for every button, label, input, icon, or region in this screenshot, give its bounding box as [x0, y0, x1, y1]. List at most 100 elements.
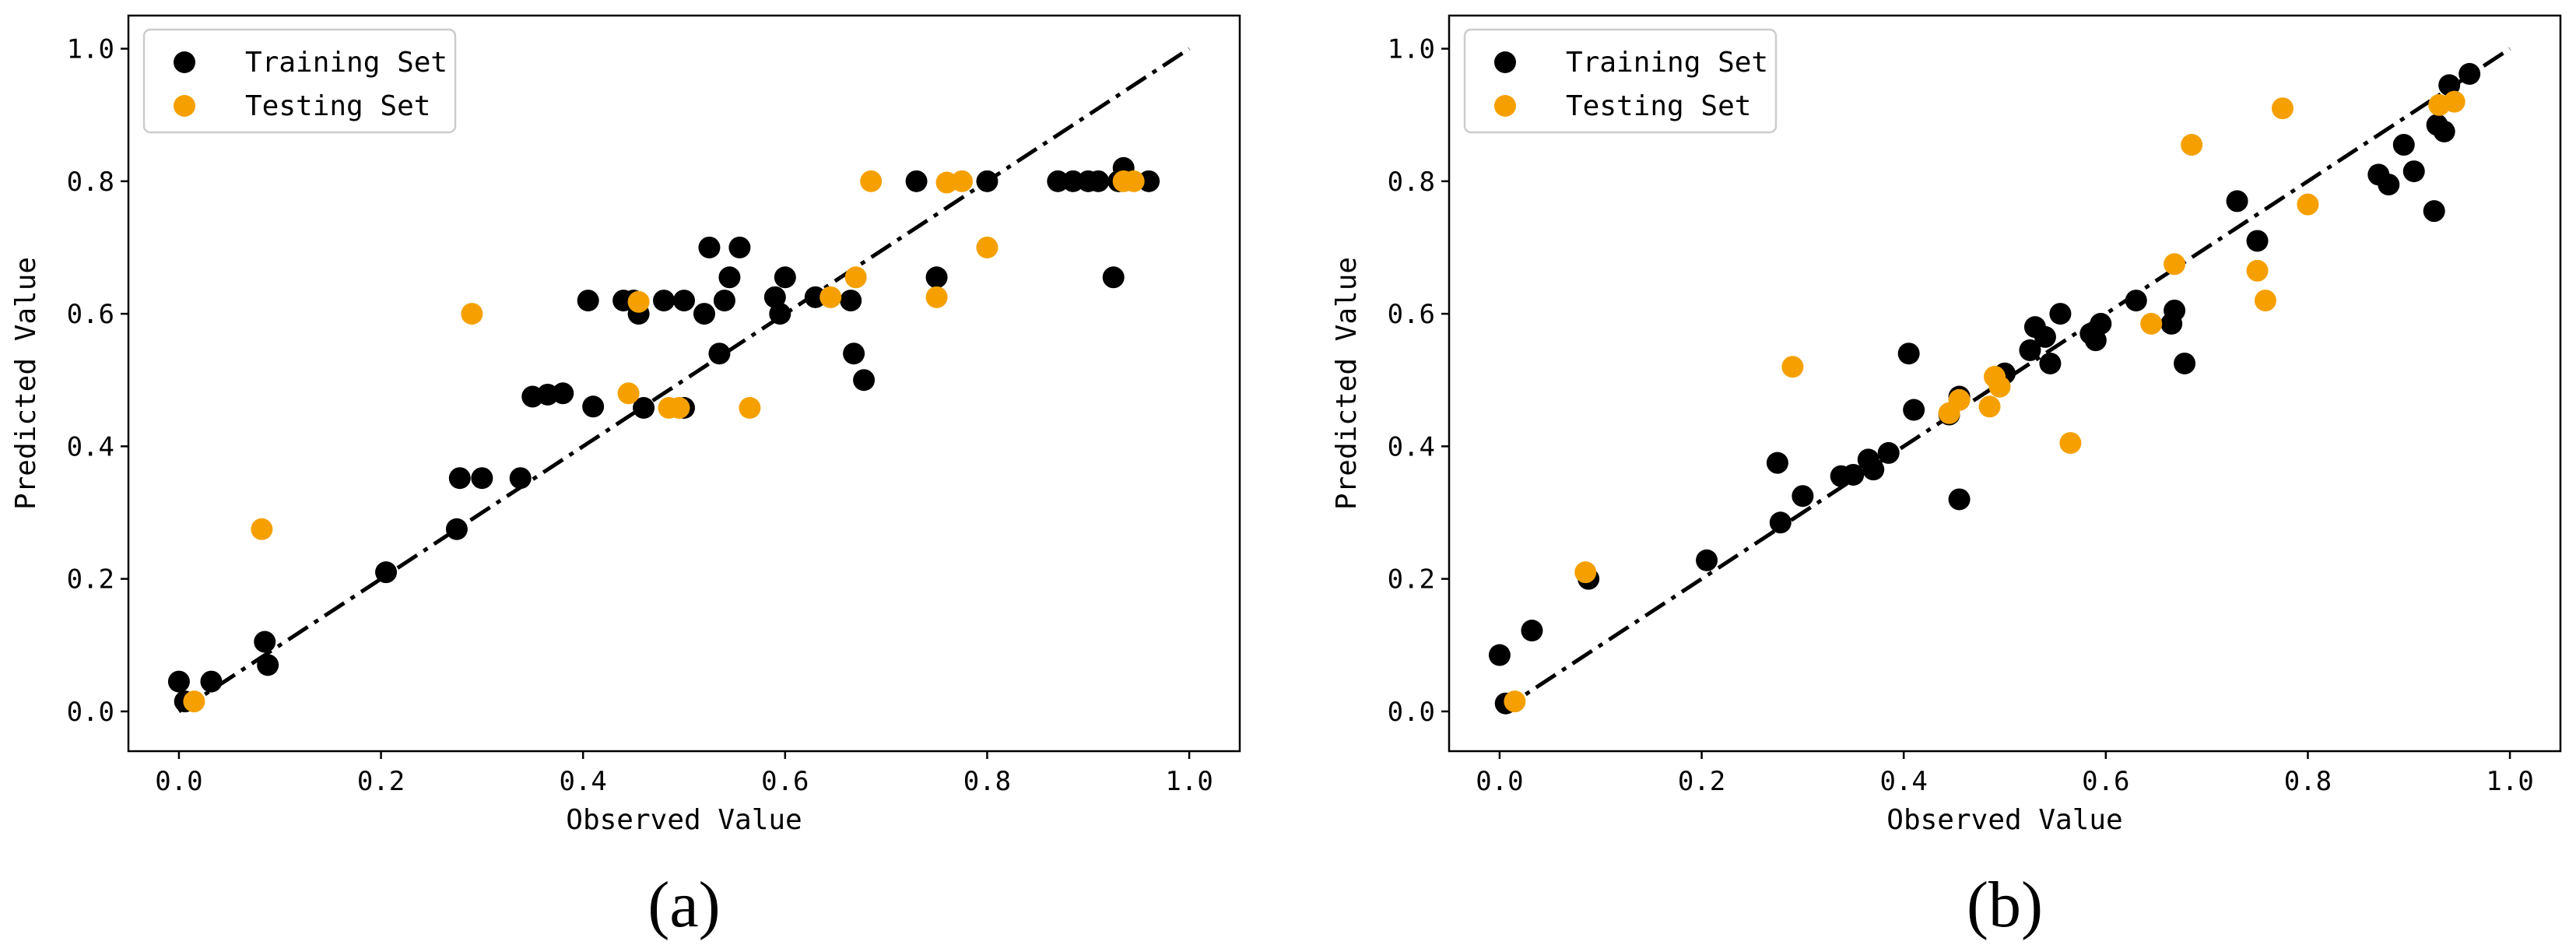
testing-point — [2254, 290, 2276, 312]
y-tick-label: 0.8 — [1388, 167, 1435, 198]
x-tick-label: 0.2 — [357, 766, 405, 797]
training-point — [2433, 120, 2455, 142]
testing-point — [1122, 170, 1145, 192]
training-point — [2246, 230, 2269, 252]
training-point — [976, 170, 998, 192]
y-tick-label: 0.4 — [1388, 431, 1435, 462]
training-point — [577, 290, 599, 312]
reference-line — [1498, 47, 2511, 714]
testing-point — [925, 286, 948, 308]
testing-point — [668, 397, 690, 419]
testing-point — [1988, 375, 2011, 398]
training-point — [1521, 620, 1543, 642]
training-point — [1948, 488, 1971, 511]
training-point — [2392, 134, 2415, 156]
training-point — [1862, 458, 1885, 481]
plot-frame — [127, 14, 1241, 753]
training-point — [925, 266, 948, 289]
series-training — [1488, 62, 2481, 715]
training-point — [693, 303, 715, 325]
training-point — [708, 343, 731, 365]
training-point — [653, 290, 676, 312]
testing-point — [1781, 356, 1804, 378]
training-point — [718, 266, 741, 289]
x-tick-label: 0.6 — [2082, 766, 2129, 797]
x-tick-label: 0.6 — [761, 766, 809, 797]
training-point — [2125, 290, 2147, 312]
y-axis-label: Predicted Value — [1331, 257, 1363, 510]
training-point — [2402, 160, 2425, 183]
testing-point — [976, 236, 998, 258]
y-tick-label: 0.2 — [1388, 564, 1435, 595]
testing-point — [951, 170, 973, 192]
training-point — [2174, 352, 2196, 374]
training-point — [2438, 74, 2461, 97]
training-point — [471, 467, 493, 490]
testing-point — [1504, 690, 1526, 713]
testing-point — [617, 382, 640, 405]
testing-point — [1574, 561, 1597, 584]
training-point — [843, 343, 865, 365]
panel-label: (b) — [1967, 869, 2043, 941]
testing-point — [2059, 432, 2082, 455]
x-axis-label: Observed Value — [1886, 804, 2122, 836]
training-point — [1062, 170, 1084, 192]
training-point — [2039, 352, 2062, 374]
training-point — [804, 286, 826, 308]
training-point — [673, 290, 695, 312]
training-point — [840, 290, 862, 312]
testing-point — [2272, 97, 2293, 120]
x-tick-label: 0.2 — [1678, 766, 1725, 797]
legend-label: Training Set — [245, 47, 447, 79]
y-tick-label: 0.6 — [67, 299, 114, 330]
training-point — [2226, 190, 2248, 213]
series-training — [167, 156, 1160, 713]
y-tick-label: 0.4 — [67, 431, 114, 462]
training-point — [2378, 174, 2400, 196]
training-point — [713, 290, 735, 312]
x-tick-label: 0.8 — [2284, 766, 2332, 797]
y-tick-label: 0.8 — [67, 167, 114, 198]
training-point — [1488, 644, 1511, 666]
training-point — [552, 382, 574, 405]
training-point — [1877, 441, 1900, 464]
training-point — [254, 631, 276, 653]
series-testing — [1504, 90, 2465, 713]
chart-panel-b: 0.0 0.2 0.4 0.6 0.8 1.0 0.0 0.2 0.4 0.6 0.8 1.0 Obse… — [1331, 14, 2562, 941]
training-point — [2164, 299, 2186, 321]
training-point — [445, 518, 468, 540]
training-point — [1842, 463, 1865, 486]
x-tick-label: 0.8 — [963, 766, 1011, 797]
legend-marker-testing — [174, 95, 195, 117]
series-testing — [183, 170, 1145, 713]
legend-marker-testing — [1494, 95, 1516, 117]
legend-box — [1463, 28, 1778, 134]
y-tick-label: 0.0 — [1388, 697, 1435, 728]
y-axis-label: Predicted Value — [10, 257, 42, 510]
testing-point — [2297, 193, 2319, 216]
testing-point — [251, 518, 273, 540]
testing-point — [1978, 395, 2001, 418]
training-point — [1696, 549, 1718, 571]
training-point — [1792, 485, 1814, 508]
training-point — [2034, 325, 2056, 348]
testing-point — [1948, 388, 1971, 411]
x-tick-label: 1.0 — [2486, 766, 2533, 797]
y-tick-label: 0.0 — [67, 697, 114, 728]
panel-label: (a) — [648, 869, 720, 941]
testing-point — [819, 286, 842, 308]
training-point — [1087, 170, 1110, 192]
x-tick-label: 0.4 — [559, 766, 606, 797]
training-point — [1047, 170, 1069, 192]
testing-point — [2443, 90, 2465, 113]
training-point — [1102, 266, 1125, 289]
x-tick-label: 1.0 — [1165, 766, 1213, 797]
testing-point — [844, 266, 867, 289]
training-point — [509, 467, 532, 490]
x-tick-label: 0.4 — [1879, 766, 1927, 797]
legend-marker-training — [174, 51, 195, 73]
legend-marker-training — [1494, 51, 1516, 73]
reference-line — [177, 47, 1191, 714]
y-tick-label: 0.2 — [67, 564, 114, 595]
training-point — [1897, 343, 1920, 365]
